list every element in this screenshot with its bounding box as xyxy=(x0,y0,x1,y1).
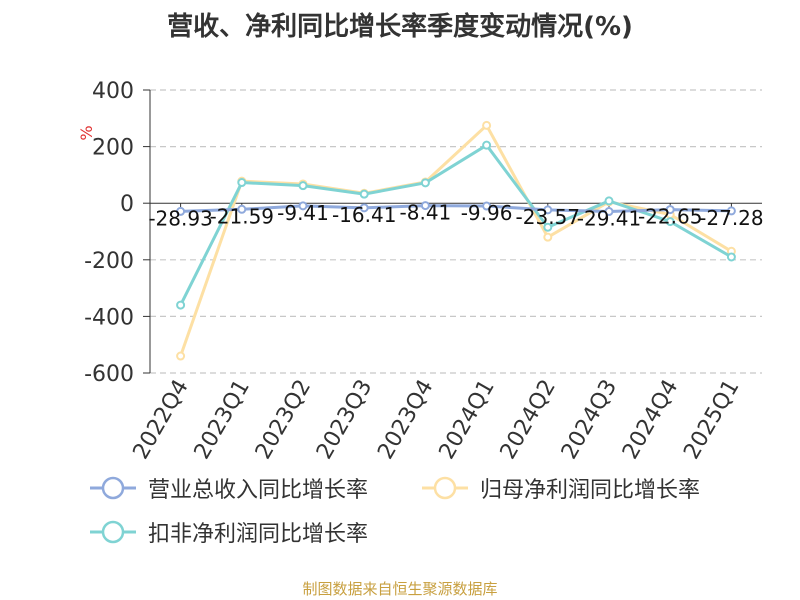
data-point xyxy=(665,217,675,227)
data-point xyxy=(604,196,614,206)
y-tick-label: 200 xyxy=(92,136,134,161)
data-point xyxy=(237,204,247,214)
legend-label: 营业总收入同比增长率 xyxy=(148,478,369,503)
data-label: -21.59 xyxy=(210,204,274,228)
legend-marker-icon xyxy=(90,520,136,544)
data-label: -27.28 xyxy=(699,206,763,230)
y-tick-label: 400 xyxy=(92,79,134,104)
data-label: -23.57 xyxy=(516,205,580,229)
line-chart: 4002000-200-400-600%2022Q42023Q12023Q220… xyxy=(77,79,764,464)
data-point xyxy=(726,206,736,216)
data-point xyxy=(237,178,247,188)
data-point xyxy=(482,120,492,130)
data-label: -8.41 xyxy=(400,201,452,225)
data-point xyxy=(298,181,308,191)
data-label: -16.41 xyxy=(332,203,396,227)
data-point xyxy=(176,351,186,361)
x-tick-label: 2024Q4 xyxy=(618,376,683,464)
data-point xyxy=(176,206,186,216)
legend-marker-icon xyxy=(422,476,468,500)
data-point xyxy=(359,189,369,199)
legend-item[interactable]: 扣非净利润同比增长率 xyxy=(88,516,368,548)
data-point xyxy=(420,178,430,188)
series-line xyxy=(180,204,732,214)
x-tick-label: 2022Q4 xyxy=(128,376,193,464)
data-source: 制图数据来自恒生聚源数据库 xyxy=(302,580,498,598)
data-point xyxy=(176,300,186,310)
x-tick-label: 2025Q1 xyxy=(679,376,744,464)
legend-label: 扣非净利润同比增长率 xyxy=(148,522,369,547)
x-tick-label: 2024Q1 xyxy=(434,376,499,464)
y-tick-label: -400 xyxy=(84,305,134,330)
x-tick-label: 2023Q2 xyxy=(251,376,316,464)
x-tick-label: 2023Q1 xyxy=(190,376,255,464)
legend-marker-icon xyxy=(90,476,136,500)
data-point xyxy=(726,252,736,262)
data-point xyxy=(604,207,614,217)
data-point xyxy=(298,201,308,211)
data-point xyxy=(543,232,553,242)
data-label: -9.41 xyxy=(277,201,329,225)
data-label: -9.96 xyxy=(461,201,513,225)
legend-item[interactable]: 营业总收入同比增长率 xyxy=(88,472,368,504)
data-point xyxy=(420,201,430,211)
x-tick-label: 2023Q3 xyxy=(312,376,377,464)
series-line xyxy=(179,123,733,357)
legend-item[interactable]: 归母净利润同比增长率 xyxy=(420,472,700,504)
data-label: -22.65 xyxy=(638,205,702,229)
x-tick-label: 2024Q3 xyxy=(557,376,622,464)
data-point xyxy=(482,140,492,150)
data-point xyxy=(543,222,553,232)
data-label: -28.93 xyxy=(148,206,212,230)
data-point xyxy=(665,205,675,215)
y-tick-label: -600 xyxy=(84,362,134,387)
x-tick-label: 2024Q2 xyxy=(496,376,561,464)
y-tick-label: -200 xyxy=(84,249,134,274)
chart-title: 营收、净利同比增长率季度变动情况(%) xyxy=(167,12,633,42)
data-label: -29.41 xyxy=(577,207,641,231)
data-point xyxy=(543,205,553,215)
legend-label: 归母净利润同比增长率 xyxy=(480,478,701,503)
y-axis-label: % xyxy=(77,125,96,140)
x-tick-label: 2023Q4 xyxy=(373,376,438,464)
data-point xyxy=(359,203,369,213)
y-tick-label: 0 xyxy=(120,192,134,217)
data-point xyxy=(482,201,492,211)
